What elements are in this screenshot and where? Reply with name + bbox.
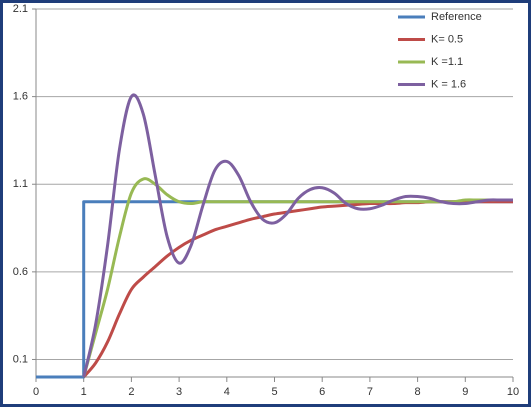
- x-tick-label: 6: [319, 386, 325, 398]
- x-tick-label: 8: [415, 386, 421, 398]
- x-tick-label: 9: [462, 386, 468, 398]
- series-line: [82, 93, 513, 378]
- x-tick-label: 10: [507, 386, 519, 398]
- y-tick-label: 0.1: [13, 353, 28, 365]
- legend-label: K = 1.6: [431, 78, 466, 90]
- chart-area: [3, 3, 528, 404]
- y-tick-label: 1.6: [13, 91, 28, 103]
- x-tick-label: 1: [81, 386, 87, 398]
- x-tick-label: 2: [128, 386, 134, 398]
- x-tick-label: 0: [33, 386, 39, 398]
- y-tick-label: 2.1: [13, 3, 28, 15]
- x-tick-label: 4: [224, 386, 230, 398]
- x-tick-label: 5: [271, 386, 277, 398]
- x-tick-label: 3: [176, 386, 182, 398]
- legend-label: Reference: [431, 11, 482, 23]
- y-tick-label: 0.6: [13, 266, 28, 278]
- legend-label: K= 0.5: [431, 33, 463, 45]
- y-tick-label: 1.1: [13, 178, 28, 190]
- legend-label: K =1.1: [431, 56, 463, 68]
- x-tick-label: 7: [367, 386, 373, 398]
